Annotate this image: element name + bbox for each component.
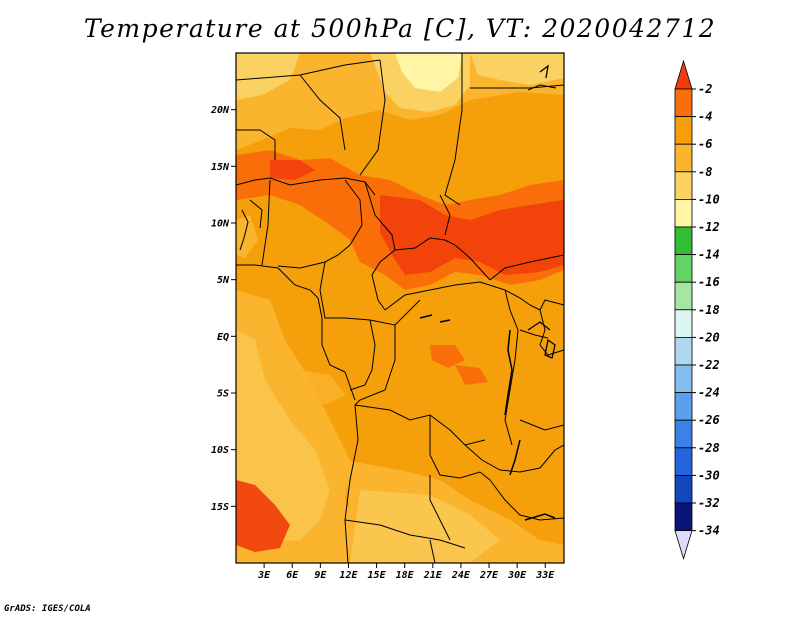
colorbar-label: -22 [698,358,720,372]
colorbar-label: -6 [698,137,712,151]
lat-tick-label: 10S [211,445,229,456]
colorbar-label: -12 [698,220,720,234]
lat-tick-label: 20N [210,105,230,116]
colorbar-swatch [674,447,693,476]
lon-tick-label: 18E [396,570,415,581]
colorbar-label: -8 [698,165,712,179]
lon-tick-label: 27E [479,570,499,581]
lon-tick-label: 12E [339,570,358,581]
colorbar-swatch [674,309,693,338]
lon-tick-label: 33E [535,570,555,581]
colorbar-label: -4 [698,110,712,124]
colorbar-swatch [674,116,693,145]
latitude-axis: 20N 15N 10N 5N EQ 5S 10S 15S [210,105,236,513]
lat-tick-label: 5N [217,275,230,286]
colorbar-label: -26 [698,413,720,427]
colorbar-label: -32 [698,496,720,510]
colorbar-label: -20 [698,330,720,344]
colorbar-label: -14 [698,248,720,262]
colorbar-label: -16 [698,275,720,289]
colorbar-bottom-arrow [674,530,693,560]
lon-tick-label: 24E [451,570,471,581]
colorbar-label: -18 [698,303,720,317]
lat-tick-label: EQ [217,332,229,343]
lat-tick-label: 10N [211,219,230,230]
colorbar-swatch [674,171,693,200]
colorbar-label: -28 [698,441,720,455]
lat-tick-label: 15S [211,502,229,513]
colorbar-top-arrow [674,59,693,90]
map-title: Temperature at 500hPa [C], VT: 202004271… [83,14,717,43]
country-borders [236,53,564,563]
lon-tick-label: 30E [507,570,527,581]
colorbar-swatch [674,336,693,366]
colorbar-label: -2 [698,82,712,96]
colorbar-swatch [674,502,693,532]
colorbar-label: -10 [698,192,720,206]
colorbar-label: -24 [698,386,720,400]
colorbar-swatch [674,226,693,256]
lon-tick-label: 3E [257,570,271,581]
grads-credit: GrADS: IGES/COLA [4,604,91,614]
lon-tick-label: 9E [314,570,327,581]
temperature-field [236,53,564,563]
colorbar-label: -30 [698,468,720,482]
colorbar-swatch [674,474,693,504]
colorbar-swatch [674,88,693,118]
colorbar-swatch [674,419,693,449]
color-bar: -2 -4 -6 -8 -10 -12 -14 -16 -18 -20 -22 -24 -26 -28 -3… [674,59,720,560]
lat-tick-label: 15N [211,162,230,173]
map-frame [235,52,565,564]
lon-tick-label: 15E [368,570,387,581]
colorbar-swatch [674,392,693,421]
lon-tick-label: 21E [423,570,443,581]
colorbar-label: -34 [698,524,720,538]
colorbar-swatch [674,143,693,173]
colorbar-swatch [674,364,693,394]
colorbar-swatch [674,281,693,311]
lon-tick-label: 6E [286,570,299,581]
colorbar-swatch [674,198,693,228]
lat-tick-label: 5S [217,389,229,400]
colorbar-swatch [674,254,693,283]
longitude-axis: 3E 6E 9E 12E 15E 18E 21E 24E 27E 30E 33E [257,563,555,581]
